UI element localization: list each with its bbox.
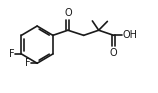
Text: F: F <box>25 58 30 68</box>
Text: F: F <box>9 49 15 59</box>
Text: O: O <box>110 48 118 58</box>
Text: OH: OH <box>123 30 138 40</box>
Text: O: O <box>64 8 72 18</box>
